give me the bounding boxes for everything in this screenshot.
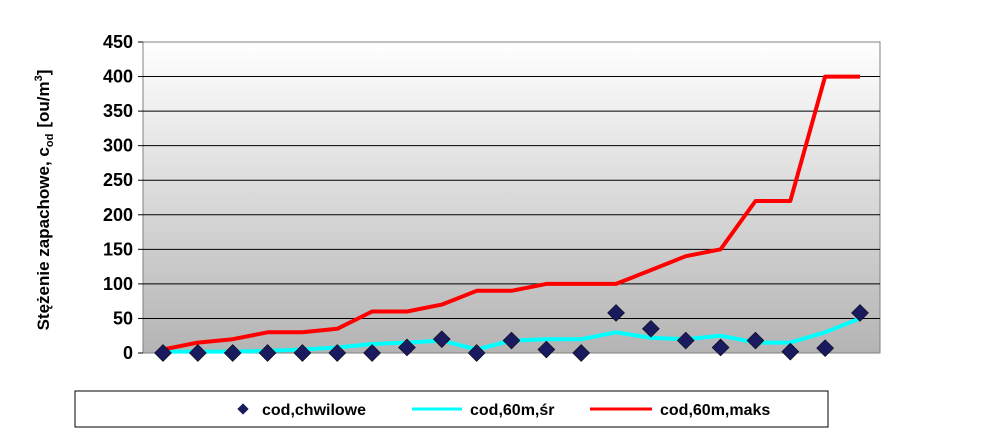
scatter-point-cod-chwilowe: [607, 304, 625, 322]
series-line-cod-60m-maks: [162, 74, 860, 352]
scatter-point-cod-chwilowe: [328, 344, 347, 362]
scatter-point-cod-chwilowe: [467, 344, 486, 362]
y-axis-title: Stężenie zapachowe, cod[ou/m3]: [33, 70, 56, 331]
scatter-point-cod-chwilowe: [676, 331, 695, 350]
y-tick-label: 350: [103, 101, 133, 121]
y-tick-label: 300: [103, 136, 133, 156]
plot-area: [142, 41, 881, 354]
scatter-point-cod-chwilowe: [363, 344, 381, 362]
y-tick-label: 250: [103, 170, 133, 190]
series: [154, 74, 869, 362]
y-tick-label: 450: [103, 32, 133, 52]
scatter-point-cod-chwilowe: [642, 319, 660, 338]
legend-label-cod-chwilowe: cod,chwilowe: [262, 402, 366, 419]
y-tick-label: 200: [103, 205, 133, 225]
gridlines: [143, 76, 880, 319]
legend-item-cod-60m-maks: cod,60m,maks: [590, 402, 770, 419]
scatter-point-cod-chwilowe: [816, 339, 834, 358]
scatter-point-cod-chwilowe: [502, 331, 521, 350]
y-tick-label: 50: [113, 308, 133, 328]
scatter-point-cod-chwilowe: [223, 344, 242, 362]
scatter-point-cod-chwilowe: [572, 344, 591, 362]
scatter-point-cod-chwilowe: [851, 304, 869, 322]
scatter-point-cod-chwilowe: [154, 344, 172, 362]
scatter-point-cod-chwilowe: [189, 344, 207, 362]
scatter-point-cod-chwilowe: [398, 338, 416, 357]
scatter-point-cod-chwilowe: [781, 342, 800, 361]
legend-item-cod-chwilowe: cod,chwilowe: [237, 402, 366, 419]
legend-label-cod-60m-maks: cod,60m,maks: [660, 402, 770, 419]
y-tick-label: 400: [103, 67, 133, 87]
y-tick-label: 100: [103, 274, 133, 294]
y-tick-label: 150: [103, 239, 133, 259]
scatter-point-cod-chwilowe: [258, 344, 277, 362]
scatter-point-cod-chwilowe: [537, 340, 556, 359]
scatter-point-cod-chwilowe: [711, 338, 730, 357]
y-tick-label: 0: [123, 343, 133, 363]
legend-marker-diamond: [237, 403, 249, 415]
y-tick-labels: 0 50 100 150 200 250 300 350 400 450: [103, 32, 143, 363]
legend-label-cod-60m-sr: cod,60m,śr: [470, 402, 554, 419]
scatter-point-cod-chwilowe: [293, 344, 312, 362]
scatter-point-cod-chwilowe: [746, 331, 765, 350]
legend-item-cod-60m-sr: cod,60m,śr: [412, 402, 554, 419]
scatter-point-cod-chwilowe: [432, 330, 451, 349]
